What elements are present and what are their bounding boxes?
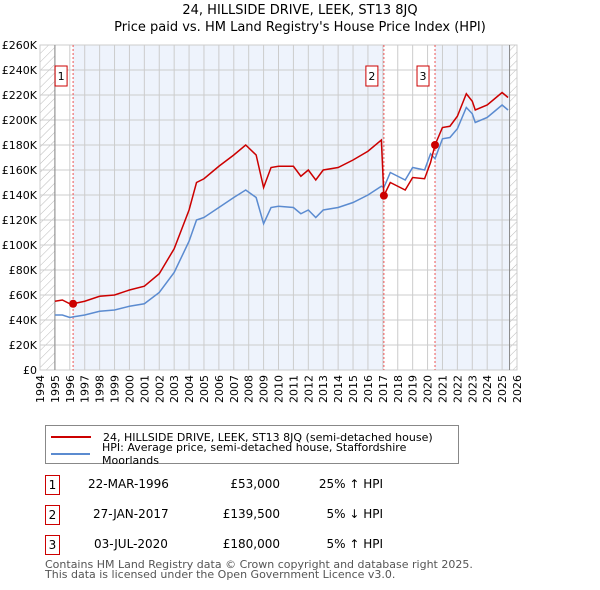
x-tick-label: 2003 [168, 375, 181, 403]
x-tick-label: 2022 [451, 375, 464, 403]
x-tick-label: 2017 [377, 375, 390, 403]
x-tick-label: 2015 [347, 375, 360, 403]
x-tick-label: 2008 [243, 375, 256, 403]
hatched-region [40, 45, 55, 370]
x-tick-label: 2005 [198, 375, 211, 403]
chart-title: 24, HILLSIDE DRIVE, LEEK, ST13 8JQ [182, 3, 418, 18]
x-tick-label: 2007 [228, 375, 241, 403]
sale-point [69, 299, 78, 308]
x-tick-label: 1995 [49, 375, 62, 403]
legend: 24, HILLSIDE DRIVE, LEEK, ST13 8JQ (semi… [45, 425, 459, 467]
hpi-line [54, 104, 509, 319]
y-tick-label: £40K [9, 314, 38, 327]
legend-swatch-red [51, 436, 91, 438]
x-tick-label: 2023 [466, 375, 479, 403]
y-tick-label: £20K [9, 339, 38, 352]
sale-hpi: 25% ↑ HPI [318, 477, 383, 491]
sale-hpi: 5% ↑ HPI [326, 537, 383, 551]
x-tick-label: 1996 [64, 375, 77, 403]
chart-subtitle: Price paid vs. HM Land Registry's House … [114, 20, 486, 35]
x-tick-label: 1999 [109, 375, 122, 403]
y-tick-label: £240K [2, 64, 38, 77]
legend-item-hpi: HPI: Average price, semi-detached house,… [46, 441, 458, 467]
sale-row: 2 27-JAN-2017 £139,500 5% ↓ HPI [45, 505, 445, 525]
x-tick-label: 2013 [317, 375, 330, 403]
x-tick-label: 1997 [79, 375, 92, 403]
x-tick-label: 2009 [258, 375, 271, 403]
x-tick-label: 2010 [273, 375, 286, 403]
y-tick-label: £180K [2, 139, 38, 152]
x-tick-label: 1994 [34, 375, 47, 403]
sale-price: £53,000 [230, 477, 280, 491]
legend-swatch-blue [51, 453, 91, 455]
sale-box [365, 65, 379, 87]
x-tick-label: 2020 [422, 375, 435, 403]
x-tick-label: 2016 [362, 375, 375, 403]
sale-row: 3 03-JUL-2020 £180,000 5% ↑ HPI [45, 535, 445, 555]
y-tick-label: £140K [2, 189, 38, 202]
footer: Contains HM Land Registry data © Crown c… [45, 558, 473, 581]
sale-price: £139,500 [222, 507, 280, 521]
y-tick-label: £60K [9, 289, 38, 302]
sale-price: £180,000 [222, 537, 280, 551]
sale-marker-label: 1 [45, 475, 60, 495]
x-tick-label: 2026 [511, 375, 524, 403]
sale-date: 27-JAN-2017 [93, 507, 169, 521]
sale-hpi: 5% ↓ HPI [326, 507, 383, 521]
x-tick-label: 2012 [302, 375, 315, 403]
legend-label: 24, HILLSIDE DRIVE, LEEK, ST13 8JQ (semi… [103, 430, 433, 444]
y-tick-label: £120K [2, 214, 38, 227]
sale-row: 1 22-MAR-1996 £53,000 25% ↑ HPI [45, 475, 445, 495]
sale-box-label: 3 [420, 70, 427, 83]
x-tick-label: 2006 [213, 375, 226, 403]
sale-date: 03-JUL-2020 [94, 537, 168, 551]
sale-point [379, 191, 388, 200]
x-tick-label: 2024 [481, 375, 494, 403]
sale-marker-label: 2 [45, 505, 60, 525]
footer-line: This data is licensed under the Open Gov… [45, 568, 396, 581]
y-tick-label: £80K [9, 264, 38, 277]
y-tick-label: £220K [2, 89, 38, 102]
sale-point [431, 141, 440, 149]
y-tick-label: £200K [2, 114, 38, 127]
x-tick-label: 2018 [392, 375, 405, 403]
price-chart: 1994 1995 1996 1997 1998 1999 2000 2001 2002 2003… [2, 39, 524, 403]
sale-date: 22-MAR-1996 [88, 477, 169, 491]
sale-box [416, 65, 430, 87]
sale-box-label: 1 [58, 70, 65, 83]
y-tick-label: £260K [2, 39, 38, 52]
y-tick-label: £160K [2, 164, 38, 177]
hatched-region [509, 45, 517, 370]
sale-box [54, 65, 68, 87]
x-tick-label: 2014 [332, 375, 345, 403]
x-tick-label: 2011 [287, 375, 300, 403]
y-tick-label: £0 [23, 364, 37, 377]
sale-box-label: 2 [368, 70, 375, 83]
property-line [54, 91, 509, 305]
x-tick-label: 2000 [123, 375, 136, 403]
footer-line: Contains HM Land Registry data © Crown c… [45, 558, 473, 571]
shaded-period [73, 45, 384, 370]
x-tick-label: 2002 [153, 375, 166, 403]
sale-marker-label: 3 [45, 535, 60, 555]
y-tick-label: £100K [2, 239, 38, 252]
x-tick-label: 2004 [183, 375, 196, 403]
x-tick-label: 2021 [436, 375, 449, 403]
legend-label: HPI: Average price, semi-detached house,… [102, 441, 407, 467]
x-tick-label: 1998 [94, 375, 107, 403]
legend-item-property: 24, HILLSIDE DRIVE, LEEK, ST13 8JQ (semi… [46, 429, 433, 445]
x-tick-label: 2025 [496, 375, 509, 403]
x-tick-label: 2019 [407, 375, 420, 403]
x-tick-label: 2001 [138, 375, 151, 403]
